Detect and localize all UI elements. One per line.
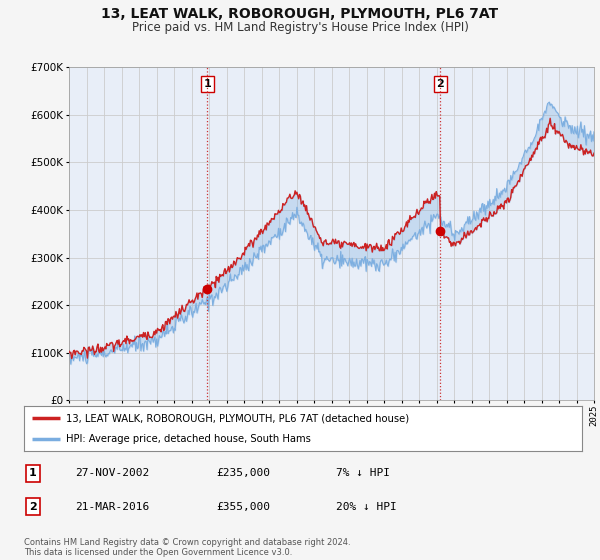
Text: 13, LEAT WALK, ROBOROUGH, PLYMOUTH, PL6 7AT: 13, LEAT WALK, ROBOROUGH, PLYMOUTH, PL6 … xyxy=(101,7,499,21)
Text: 20% ↓ HPI: 20% ↓ HPI xyxy=(336,502,397,512)
Text: 13, LEAT WALK, ROBOROUGH, PLYMOUTH, PL6 7AT (detached house): 13, LEAT WALK, ROBOROUGH, PLYMOUTH, PL6 … xyxy=(66,413,409,423)
Text: 1: 1 xyxy=(203,79,211,89)
Text: 21-MAR-2016: 21-MAR-2016 xyxy=(75,502,149,512)
Text: £355,000: £355,000 xyxy=(216,502,270,512)
Text: Price paid vs. HM Land Registry's House Price Index (HPI): Price paid vs. HM Land Registry's House … xyxy=(131,21,469,34)
Text: 1: 1 xyxy=(29,468,37,478)
Text: 2: 2 xyxy=(29,502,37,512)
Text: 2: 2 xyxy=(436,79,444,89)
Text: HPI: Average price, detached house, South Hams: HPI: Average price, detached house, Sout… xyxy=(66,433,311,444)
Text: 27-NOV-2002: 27-NOV-2002 xyxy=(75,468,149,478)
Text: 7% ↓ HPI: 7% ↓ HPI xyxy=(336,468,390,478)
Text: £235,000: £235,000 xyxy=(216,468,270,478)
Text: Contains HM Land Registry data © Crown copyright and database right 2024.
This d: Contains HM Land Registry data © Crown c… xyxy=(24,538,350,557)
